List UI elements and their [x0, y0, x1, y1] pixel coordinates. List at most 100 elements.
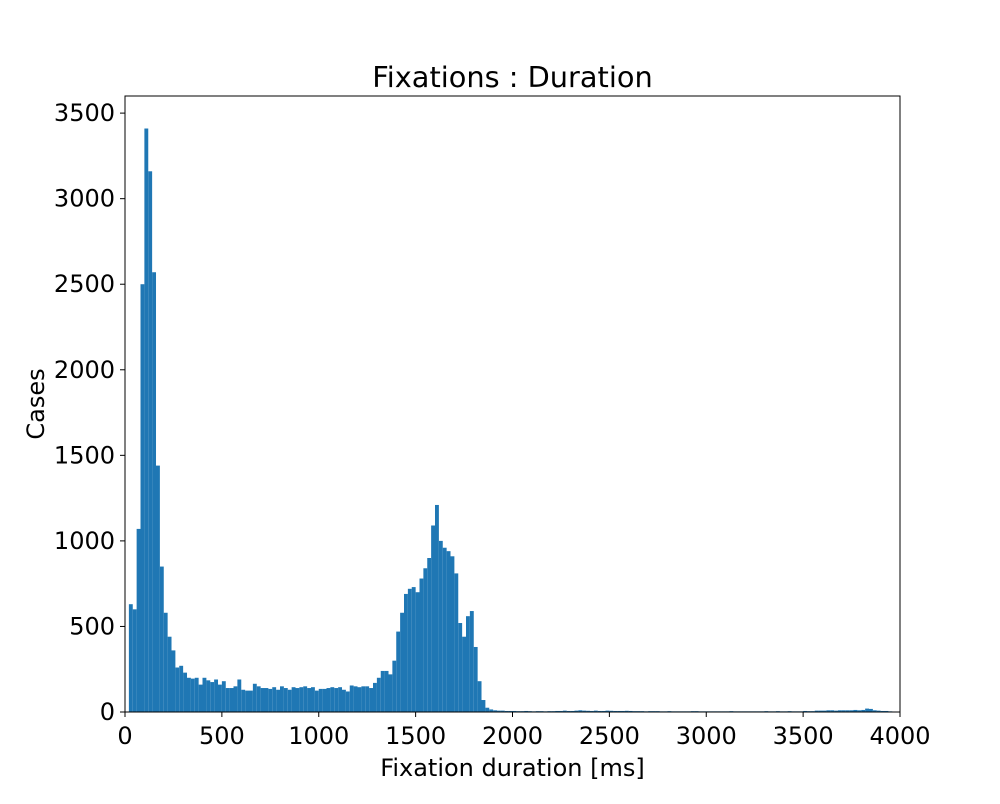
histogram-bar — [253, 684, 257, 712]
histogram-bars — [129, 129, 900, 712]
histogram-bar — [458, 623, 462, 712]
histogram-bar — [179, 666, 183, 712]
histogram-bar — [485, 708, 489, 712]
histogram-bar — [474, 647, 478, 712]
histogram-bar — [148, 171, 152, 712]
histogram-bar — [249, 691, 253, 712]
histogram-bar — [466, 616, 470, 712]
y-tick-label: 2500 — [54, 270, 115, 298]
x-tick-label: 4000 — [869, 722, 930, 750]
y-tick-label: 2000 — [54, 356, 115, 384]
histogram-bar — [144, 129, 148, 712]
histogram-bar — [420, 579, 424, 712]
histogram-bar — [292, 687, 296, 712]
histogram-bar — [338, 687, 342, 712]
plot-frame — [125, 96, 900, 712]
histogram-bar — [261, 688, 265, 712]
histogram-bar — [369, 688, 373, 712]
histogram-bar — [404, 594, 408, 712]
histogram-bar — [478, 681, 482, 712]
histogram-bar — [865, 709, 869, 712]
histogram-bar — [226, 688, 230, 712]
x-tick-label: 500 — [199, 722, 245, 750]
histogram-bar — [284, 688, 288, 712]
histogram-bar — [381, 671, 385, 712]
histogram-bar — [400, 613, 404, 712]
x-tick-label: 2000 — [482, 722, 543, 750]
histogram-bar — [454, 573, 458, 712]
histogram-bar — [234, 686, 238, 712]
x-tick-label: 1500 — [385, 722, 446, 750]
histogram-bar — [431, 525, 435, 712]
histogram-bar — [462, 637, 466, 712]
histogram-bar — [358, 687, 362, 712]
histogram-bar — [327, 688, 331, 712]
histogram-bar — [330, 687, 334, 712]
histogram-bar — [443, 548, 447, 712]
x-tick-label: 2500 — [579, 722, 640, 750]
histogram-bar — [373, 683, 377, 712]
histogram-bar — [396, 632, 400, 712]
histogram-bar — [141, 284, 145, 712]
histogram-bar — [245, 691, 249, 712]
x-tick-label: 3500 — [773, 722, 834, 750]
histogram-bar — [451, 556, 455, 712]
histogram-bar — [172, 650, 176, 712]
histogram-bar — [342, 690, 346, 712]
chart-title: Fixations : Duration — [372, 60, 652, 94]
y-axis-title: Cases — [22, 368, 50, 439]
x-axis-title: Fixation duration [ms] — [380, 754, 644, 782]
histogram-bar — [206, 680, 210, 712]
histogram-bar — [187, 678, 191, 712]
histogram-bar — [210, 682, 214, 712]
histogram-bar — [482, 700, 486, 712]
histogram-bar — [427, 558, 431, 712]
histogram-bar — [323, 689, 327, 712]
histogram-bar — [423, 568, 427, 712]
histogram-bar — [439, 541, 443, 712]
histogram-bar — [311, 687, 315, 712]
histogram-bar — [361, 686, 365, 712]
histogram-bar — [365, 686, 369, 712]
histogram-bar — [175, 668, 179, 712]
histogram-bar — [319, 689, 323, 712]
histogram-bar — [276, 690, 280, 712]
histogram-bar — [280, 686, 284, 712]
histogram-bar — [377, 678, 381, 712]
histogram-bar — [334, 688, 338, 712]
histogram-bar — [183, 673, 187, 712]
histogram-bar — [203, 678, 207, 712]
histogram-bar — [447, 551, 451, 712]
y-tick-label: 3500 — [54, 99, 115, 127]
histogram-bar — [303, 686, 307, 712]
histogram-bar — [168, 637, 172, 712]
histogram-bar — [156, 466, 160, 712]
histogram-bar — [346, 691, 350, 712]
histogram-bar — [218, 685, 222, 712]
histogram-bar — [257, 686, 261, 712]
histogram-bar — [129, 604, 133, 712]
y-tick-label: 0 — [100, 698, 115, 726]
histogram-bar — [354, 686, 358, 712]
histogram-bar — [350, 685, 354, 712]
histogram-bar — [160, 567, 164, 712]
histogram-bar — [241, 690, 245, 712]
histogram-bar — [268, 689, 272, 712]
histogram-bar — [152, 272, 156, 712]
histogram-bar — [214, 679, 218, 712]
histogram-bar — [408, 589, 412, 712]
histogram-bar — [230, 688, 234, 712]
histogram-bar — [392, 661, 396, 712]
histogram-bar — [315, 691, 319, 712]
histogram-bar — [137, 529, 141, 712]
histogram-bar — [296, 688, 300, 712]
histogram-bar — [133, 609, 137, 712]
histogram-bar — [222, 681, 226, 712]
histogram-bar — [288, 690, 292, 712]
histogram-bar — [389, 674, 393, 712]
histogram-bar — [299, 687, 303, 712]
histogram-bar — [385, 671, 389, 712]
